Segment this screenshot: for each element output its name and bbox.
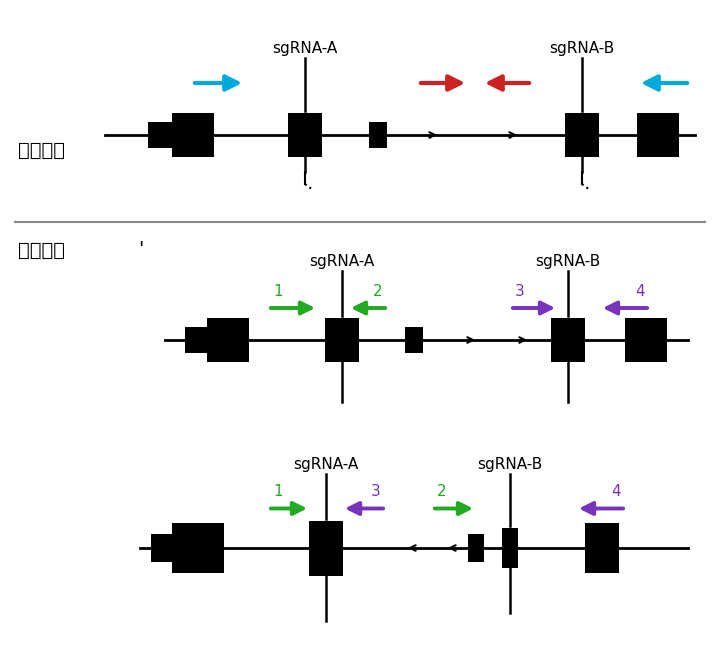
Bar	[551, 318, 585, 362]
Text: 2: 2	[437, 485, 447, 500]
Bar	[148, 122, 176, 148]
Text: 检测颠倒: 检测颠倒	[18, 241, 65, 260]
Text: 3: 3	[371, 485, 381, 500]
Text: 1: 1	[273, 485, 283, 500]
Bar	[325, 318, 359, 362]
Bar	[637, 113, 679, 157]
Bar	[309, 521, 343, 576]
Bar	[468, 534, 484, 562]
Text: 4: 4	[635, 284, 645, 299]
Text: sgRNA-A: sgRNA-A	[272, 41, 338, 56]
Bar	[625, 318, 667, 362]
Bar	[207, 318, 249, 362]
Text: sgRNA-B: sgRNA-B	[549, 41, 615, 56]
Text: sgRNA-A: sgRNA-A	[310, 254, 374, 269]
Bar	[405, 327, 423, 353]
Text: 检测敲除: 检测敲除	[18, 141, 65, 160]
Text: 2: 2	[373, 284, 383, 299]
Bar	[172, 113, 214, 157]
Text: 1: 1	[273, 284, 283, 299]
Text: ': '	[138, 241, 143, 260]
Bar	[288, 113, 322, 157]
Text: 3: 3	[515, 284, 525, 299]
Bar	[185, 327, 211, 353]
Text: sgRNA-A: sgRNA-A	[293, 456, 359, 472]
Text: sgRNA-B: sgRNA-B	[536, 254, 600, 269]
Bar	[369, 122, 387, 148]
Bar	[585, 523, 619, 573]
Text: 4: 4	[611, 485, 621, 500]
Bar	[172, 523, 224, 573]
Bar	[565, 113, 599, 157]
Bar	[502, 528, 518, 568]
Bar	[151, 534, 179, 562]
Text: sgRNA-B: sgRNA-B	[477, 456, 543, 472]
